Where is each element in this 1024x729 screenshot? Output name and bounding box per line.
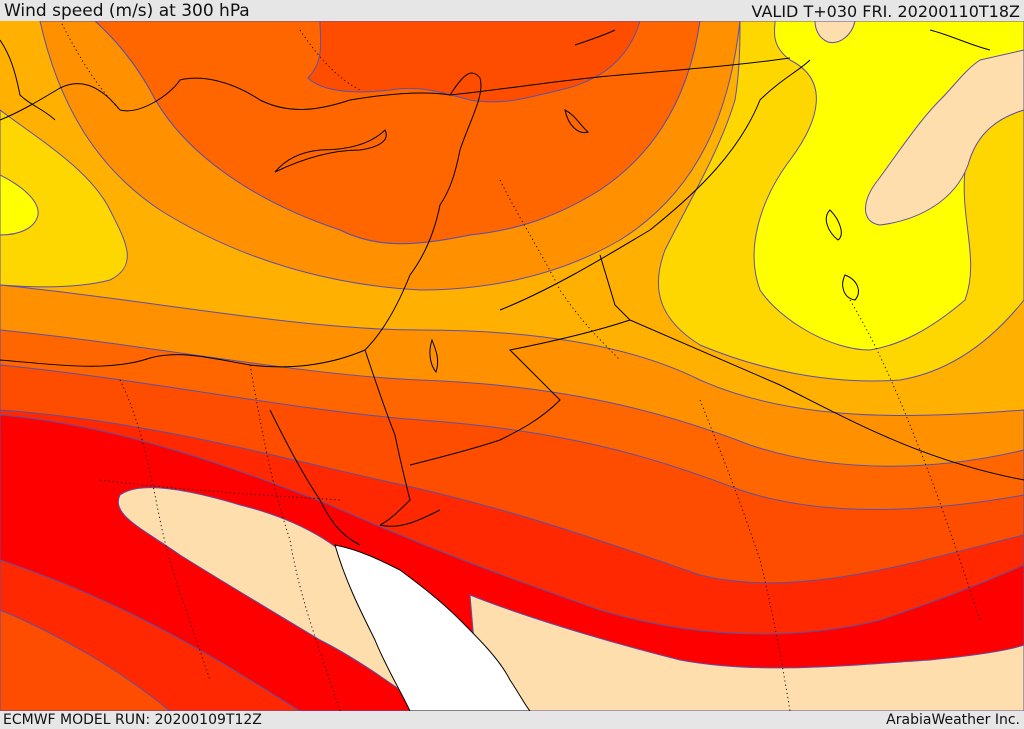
header-bar: Wind speed (m/s) at 300 hPa VALID T+030 …	[0, 0, 1024, 21]
coastlines	[0, 29, 1024, 546]
wind-band-north-light	[39, 21, 741, 291]
missing-data-red-sea	[334, 544, 531, 711]
wind-band-northeast-calm	[814, 21, 856, 44]
map-title: Wind speed (m/s) at 300 hPa	[4, 1, 250, 21]
footer-bar: ECMWF MODEL RUN: 20200109T12Z ArabiaWeat…	[0, 711, 1024, 729]
credit-label: ArabiaWeather Inc.	[886, 712, 1020, 728]
country-borders	[60, 21, 981, 711]
valid-time: VALID T+030 FRI. 20200110T18Z	[751, 2, 1020, 21]
wind-band-west-bright-yellow	[0, 174, 39, 236]
wind-band-west-yellow	[0, 109, 128, 288]
wind-band-south-core	[0, 414, 1024, 711]
calm-area-arabia	[469, 594, 1024, 711]
model-run-label: ECMWF MODEL RUN: 20200109T12Z	[3, 712, 262, 728]
wind-band-south-inner-orange	[0, 609, 171, 711]
wind-speed-map	[0, 21, 1024, 711]
wind-band-east-calm	[865, 49, 1024, 226]
